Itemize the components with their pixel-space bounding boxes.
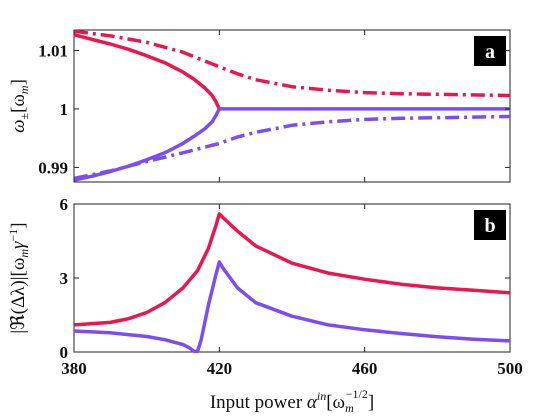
panel-a-ylabel-main: ω	[8, 120, 29, 133]
panel-b-xtick-label: 380	[61, 359, 87, 378]
panel-b-xlabel: Input power αin[ωm−1/2]	[210, 387, 374, 415]
panel-b-ytick-label: 3	[60, 269, 69, 288]
panel-b-ytick-label: 6	[60, 195, 69, 214]
panel-a-series-lower-dashdot	[73, 114, 511, 181]
panel-b-xlabel-sub: m	[345, 401, 354, 415]
panel-b-tick-group: 0 3 6 380 420 460 500	[60, 195, 523, 378]
panel-a-series-upper-dashdot	[73, 29, 511, 98]
panel-b-series-lower	[73, 260, 511, 354]
panel-a-tick-group: 0.99 1 1.01	[38, 30, 511, 182]
panel-b-xtick-label: 420	[207, 359, 233, 378]
panel-b-xlabel-sup: in	[317, 389, 326, 403]
panel-b-xlabel-sup2: −1/2	[346, 387, 368, 401]
panel-b-xlabel-open: [ω	[326, 392, 345, 413]
panel-b-tag: b	[484, 215, 495, 237]
panel-a-ylabel: ω±[ωm]	[8, 79, 31, 133]
panel-a-ytick-label: 1	[60, 100, 69, 119]
panel-b-ylabel: |ℜ(Δλ)|[ωmγ−1]	[6, 222, 31, 333]
panel-a-series-upper-solid	[73, 33, 221, 110]
panel-a-frame	[73, 29, 511, 183]
panel-a-ytick-label: 0.99	[38, 158, 68, 177]
panel-b-ylabel-sup: −1	[6, 229, 20, 242]
panel-b-series-upper	[73, 212, 511, 327]
panel-b-ylabel-main: |ℜ(Δλ)|[ω	[8, 258, 29, 334]
panel-b-xtick-label: 500	[497, 359, 523, 378]
panel-a-ylabel-sub: ±	[17, 113, 31, 120]
panel-a: 0.99 1 1.01 a ω±[ωm]	[8, 29, 511, 183]
panel-a-series-lower-solid	[73, 108, 221, 182]
panel-a-ytick-label: 1.01	[38, 41, 68, 60]
panel-b-frame	[73, 203, 511, 353]
panel-b-ylabel-close: ]	[8, 222, 29, 228]
panel-b-xlabel-close: ]	[368, 392, 374, 413]
panel-a-tag-bg	[474, 36, 506, 66]
panel-b-series-group	[73, 212, 511, 354]
panel-b-xlabel-alpha: α	[307, 392, 318, 413]
panel-a-ylabel-unit-sub: m	[17, 85, 31, 94]
panel-a-ylabel-unit: [ω	[8, 94, 29, 113]
panel-b-ytick-label: 0	[60, 343, 69, 362]
panel-b-xtick-label: 460	[352, 359, 378, 378]
panel-b-ylabel-sub: m	[17, 249, 31, 258]
panel-a-ylabel-close: ]	[8, 79, 29, 85]
panel-b-tag-bg	[474, 210, 506, 240]
panel-b-xlabel-main: Input power	[210, 392, 307, 413]
panel-a-tag: a	[485, 41, 495, 63]
panel-a-series-group	[73, 29, 511, 182]
panel-b-ylabel-mid: γ	[8, 241, 29, 249]
